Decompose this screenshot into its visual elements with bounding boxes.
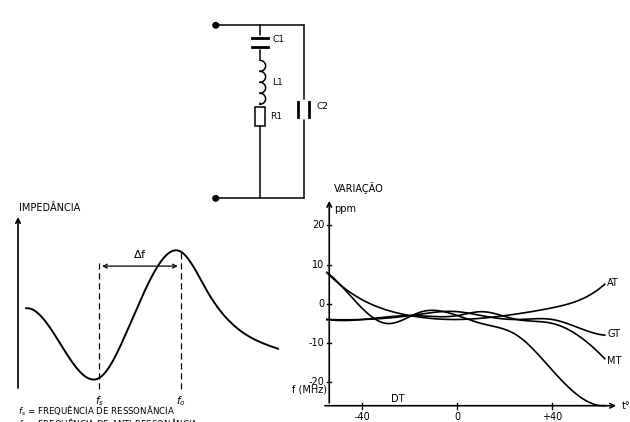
Bar [255, 106, 265, 125]
Text: VARIAÇÃO: VARIAÇÃO [334, 182, 384, 194]
Text: +40: +40 [542, 411, 563, 422]
Text: f (MHz): f (MHz) [292, 384, 326, 394]
Text: $f_o$ = FREQUÊNCIA DE ANTI-RESSONÂNCIA: $f_o$ = FREQUÊNCIA DE ANTI-RESSONÂNCIA [18, 417, 199, 422]
Text: $\Delta$f: $\Delta$f [133, 249, 147, 260]
Circle shape [213, 22, 219, 28]
Text: 10: 10 [312, 260, 324, 270]
Text: C2: C2 [316, 102, 328, 111]
Text: ppm: ppm [334, 204, 356, 214]
Text: C1: C1 [272, 35, 284, 44]
Text: 0: 0 [454, 411, 461, 422]
Text: IMPEDÂNCIA: IMPEDÂNCIA [20, 203, 81, 213]
Text: L1: L1 [272, 78, 283, 87]
Text: MT: MT [607, 356, 621, 365]
Text: R1: R1 [270, 111, 282, 121]
Text: -40: -40 [355, 411, 370, 422]
Text: 0: 0 [318, 299, 324, 309]
Text: -10: -10 [309, 338, 324, 348]
Circle shape [213, 196, 219, 201]
Text: $f_o$: $f_o$ [176, 394, 185, 408]
Text: DT: DT [391, 394, 404, 404]
Text: AT: AT [607, 278, 619, 288]
Text: $f_s$ = FREQUÊNCIA DE RESSONÂNCIA: $f_s$ = FREQUÊNCIA DE RESSONÂNCIA [18, 404, 175, 418]
Text: GT: GT [607, 329, 620, 339]
Text: $f_s$: $f_s$ [94, 394, 104, 408]
Text: t°C: t°C [621, 401, 630, 411]
Text: 20: 20 [312, 220, 324, 230]
Text: -20: -20 [309, 377, 324, 387]
